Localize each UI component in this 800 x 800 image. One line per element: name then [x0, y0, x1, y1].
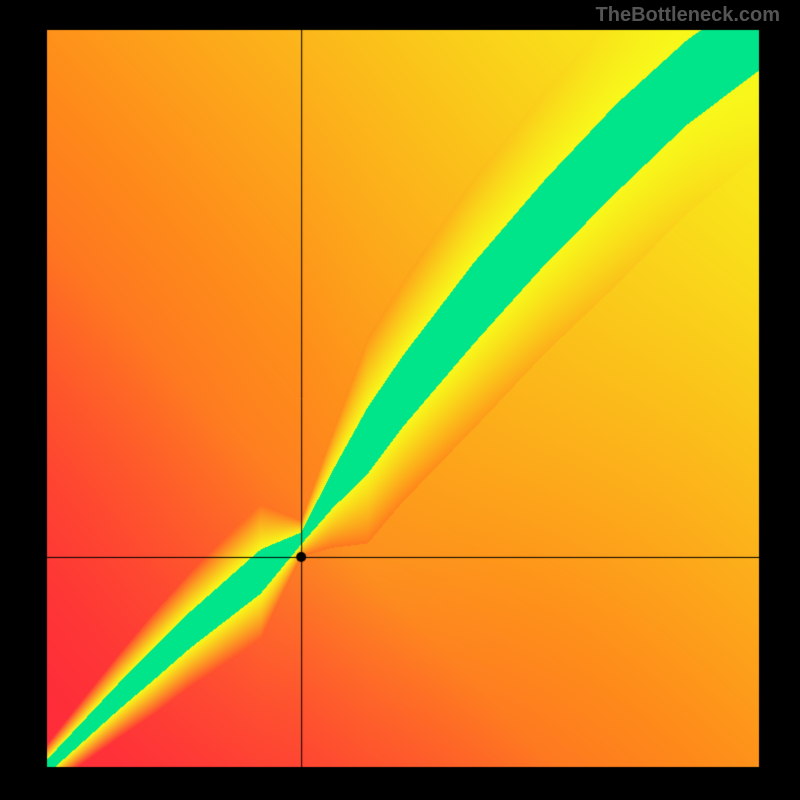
watermark-text: TheBottleneck.com [596, 4, 780, 27]
chart-container: TheBottleneck.com [0, 0, 800, 800]
heatmap-canvas [0, 0, 800, 800]
